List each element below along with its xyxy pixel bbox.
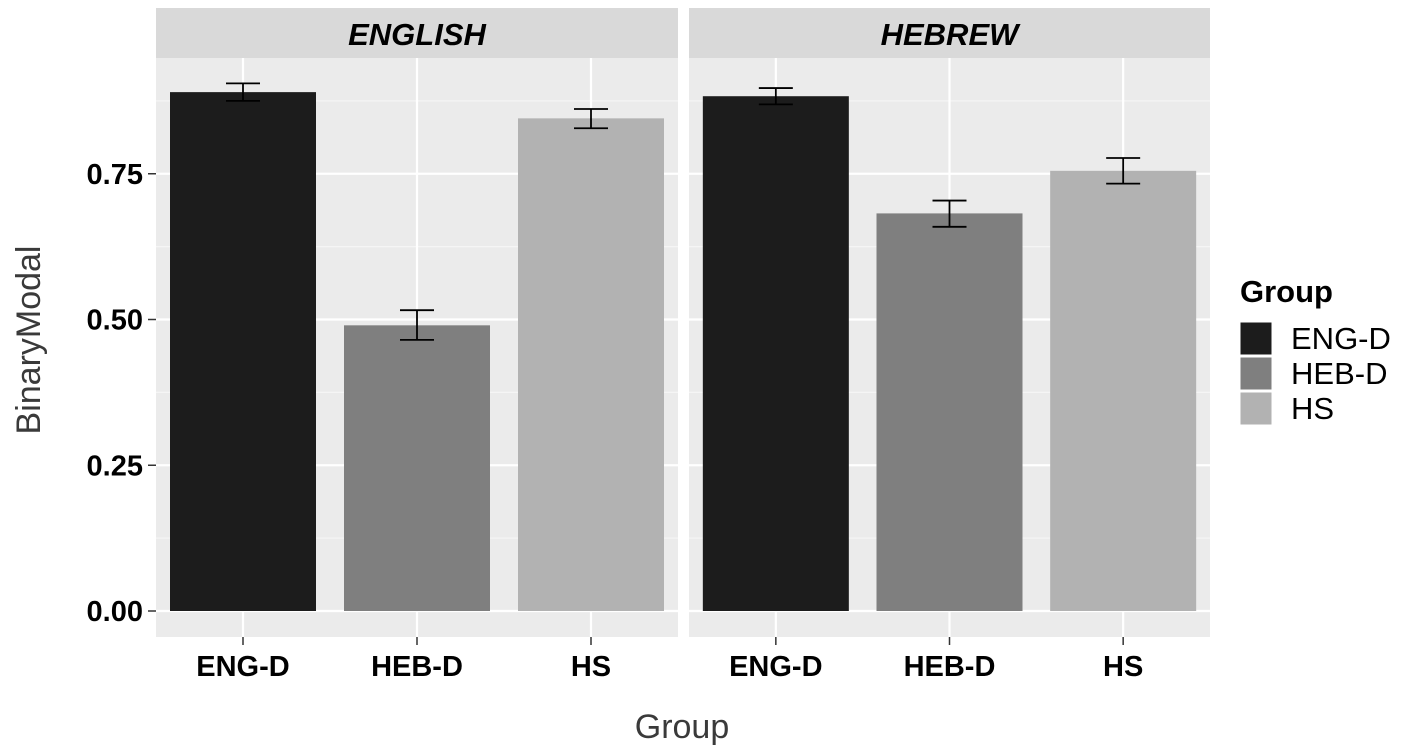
facet-panels: ENGLISH ENG-D HEB-D HS HEBREW ENG-D HEB-D HS: [156, 8, 1210, 683]
bar-hs: [518, 118, 664, 612]
y-tick-label: 0.00: [87, 596, 143, 628]
error-bar: [400, 309, 434, 341]
error-bar: [932, 199, 967, 228]
x-axis-title: Group: [635, 708, 730, 746]
error-bar: [1106, 157, 1141, 185]
y-axis-title: BinaryModal: [10, 246, 48, 435]
bar-heb-d: [876, 213, 1023, 612]
legend-title: Group: [1240, 274, 1333, 309]
y-tick-label: 0.50: [87, 305, 143, 337]
legend-label: ENG-D: [1291, 321, 1391, 356]
facet-panel-hebrew: HEBREW ENG-D HEB-D HS: [689, 8, 1210, 683]
x-tick-label: ENG-D: [729, 651, 822, 683]
legend-label: HS: [1291, 391, 1334, 426]
y-axis: 0.00 0.25 0.50 0.75: [87, 159, 156, 628]
x-tick-label: HEB-D: [904, 651, 996, 683]
bar-eng-d: [702, 96, 849, 611]
bar-heb-d: [344, 325, 490, 611]
x-tick-label: HS: [1103, 651, 1143, 683]
x-tick-label: HS: [571, 651, 611, 683]
error-bar: [226, 82, 260, 102]
legend-item-eng-d: ENG-D: [1239, 321, 1391, 356]
y-tick-label: 0.75: [87, 159, 143, 191]
facet-strip-label: HEBREW: [881, 17, 1022, 52]
bar-hs: [1050, 170, 1197, 611]
legend-label: HEB-D: [1291, 356, 1387, 391]
legend-item-hs: HS: [1239, 391, 1334, 426]
facet-strip-label: ENGLISH: [348, 17, 486, 52]
bar-eng-d: [170, 92, 316, 611]
facet-strip: [156, 8, 678, 58]
facet-panel-english: ENGLISH ENG-D HEB-D HS: [156, 8, 678, 683]
x-tick-label: HEB-D: [371, 651, 463, 683]
legend-item-heb-d: HEB-D: [1239, 356, 1387, 391]
y-tick-label: 0.25: [87, 450, 143, 482]
x-tick-label: ENG-D: [196, 651, 289, 683]
error-bar: [574, 108, 608, 130]
legend-swatch: [1239, 321, 1273, 356]
legend-swatch: [1239, 391, 1273, 426]
legend-swatch: [1239, 356, 1273, 391]
error-bar: [758, 87, 793, 106]
facet-strip: [689, 8, 1210, 58]
